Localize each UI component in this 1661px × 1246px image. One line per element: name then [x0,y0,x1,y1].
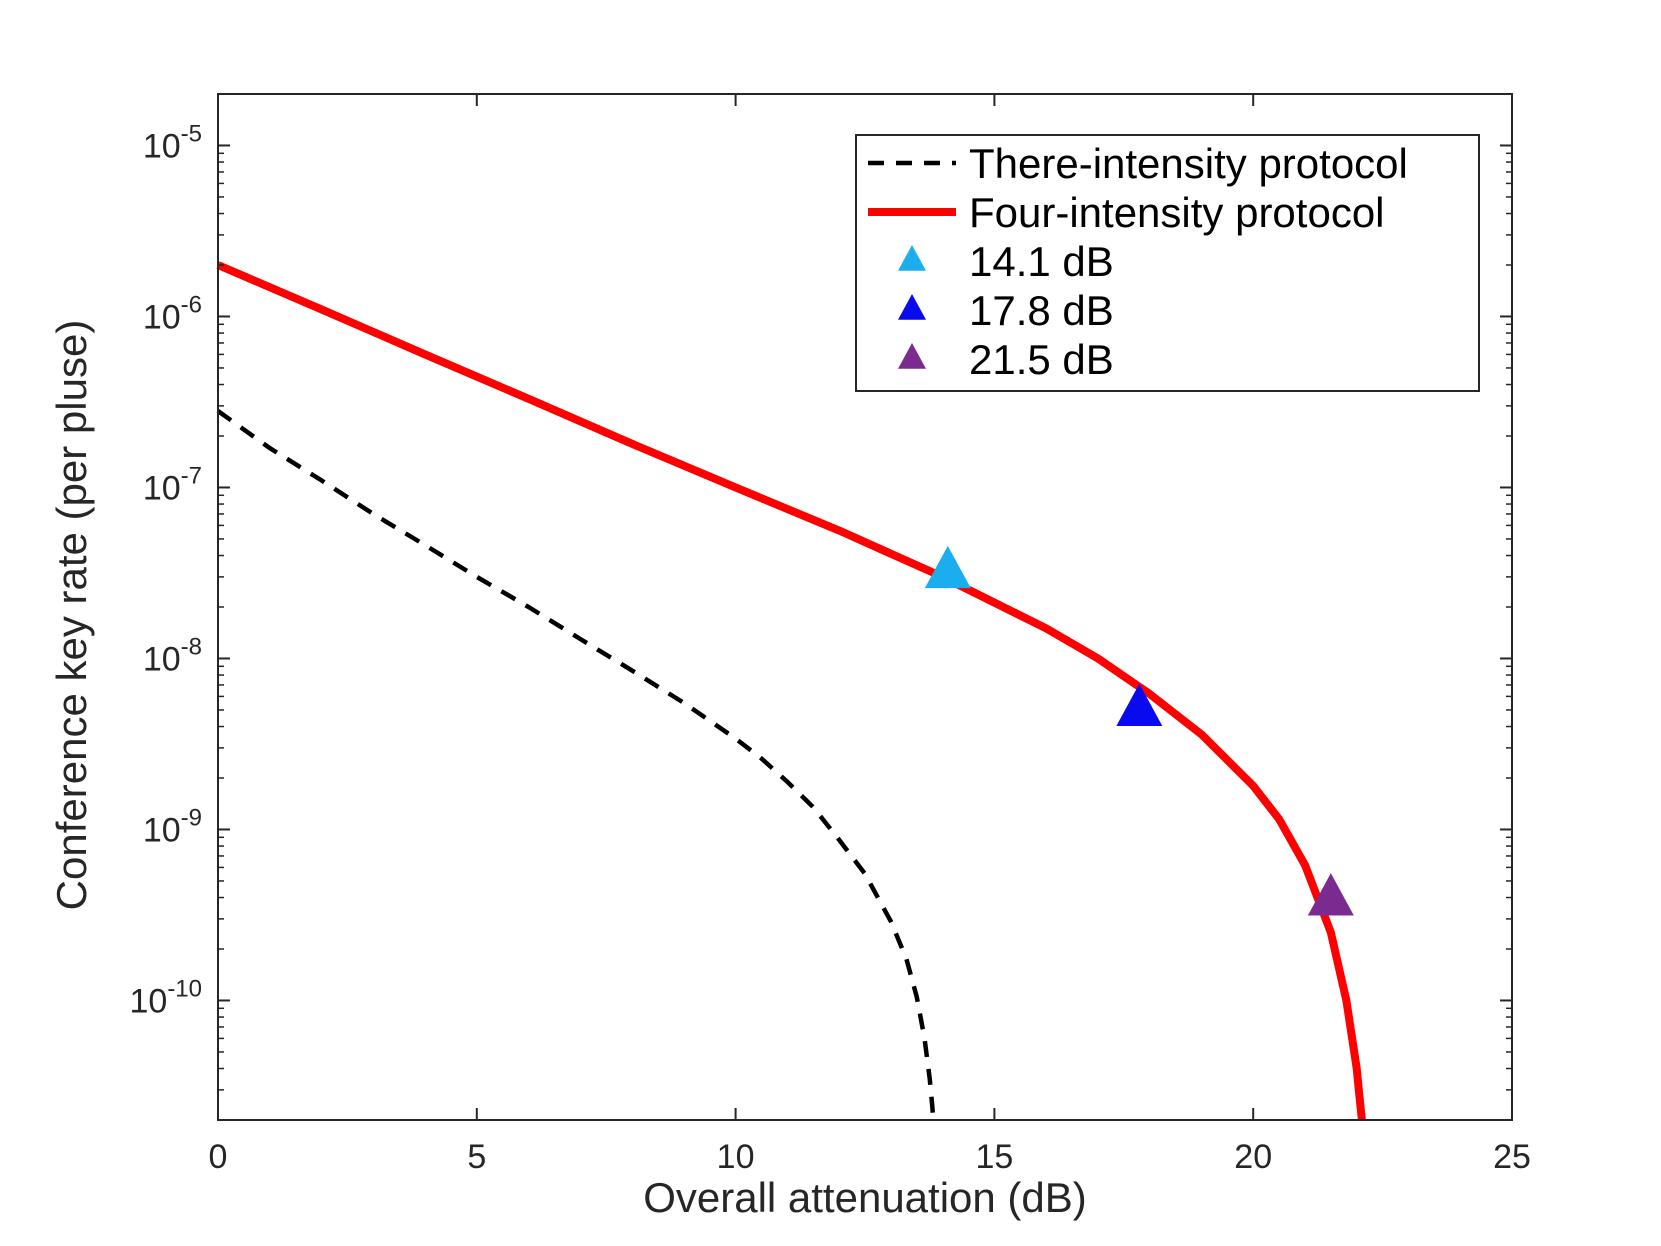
y-tick-label: 10-5 [143,120,202,165]
legend-swatch-17-8-db [898,294,926,320]
x-tick-label: 0 [209,1138,228,1176]
y-axis-label: Conference key rate (per pluse) [48,320,95,911]
x-tick-label: 25 [1493,1138,1531,1176]
legend-label-14-1-db: 14.1 dB [969,238,1114,285]
marker-point-21-5-db [1307,873,1354,916]
y-tick-label: 10-6 [143,291,202,336]
x-tick-label: 5 [467,1138,486,1176]
y-tick-label: 10-10 [129,975,202,1020]
y-tick-label: 10-7 [143,462,202,507]
legend-label-17-8-db: 17.8 dB [969,287,1114,334]
legend-swatch-14-1-db [898,245,926,271]
series-layer [216,261,1366,1121]
marker-point-17-8-db [1116,683,1163,727]
y-tick-label: 10-9 [143,804,202,849]
legend-label-21-5-db: 21.5 dB [969,336,1114,383]
x-tick-label: 20 [1234,1138,1272,1176]
legend-swatch-21-5-db [898,343,926,369]
ticks-layer: 0 5 10 15 20 25 10-10 10-9 10-8 10-7 10-6 10-5 [129,93,1531,1176]
legend-label-four-intensity-protocol: Four-intensity protocol [969,189,1385,236]
series-line-four-intensity-protocol [216,261,1366,1121]
marker-point-14-1-db [924,545,971,589]
x-tick-label: 15 [975,1138,1013,1176]
legend-box [855,134,1480,392]
legend-label-there-intensity-protocol: There-intensity protocol [969,140,1408,187]
x-tick-label: 10 [717,1138,755,1176]
y-tick-label: 10-8 [143,633,202,678]
x-axis-label: Overall attenuation (dB) [643,1174,1087,1221]
series-line-there-intensity-protocol [216,409,936,1121]
